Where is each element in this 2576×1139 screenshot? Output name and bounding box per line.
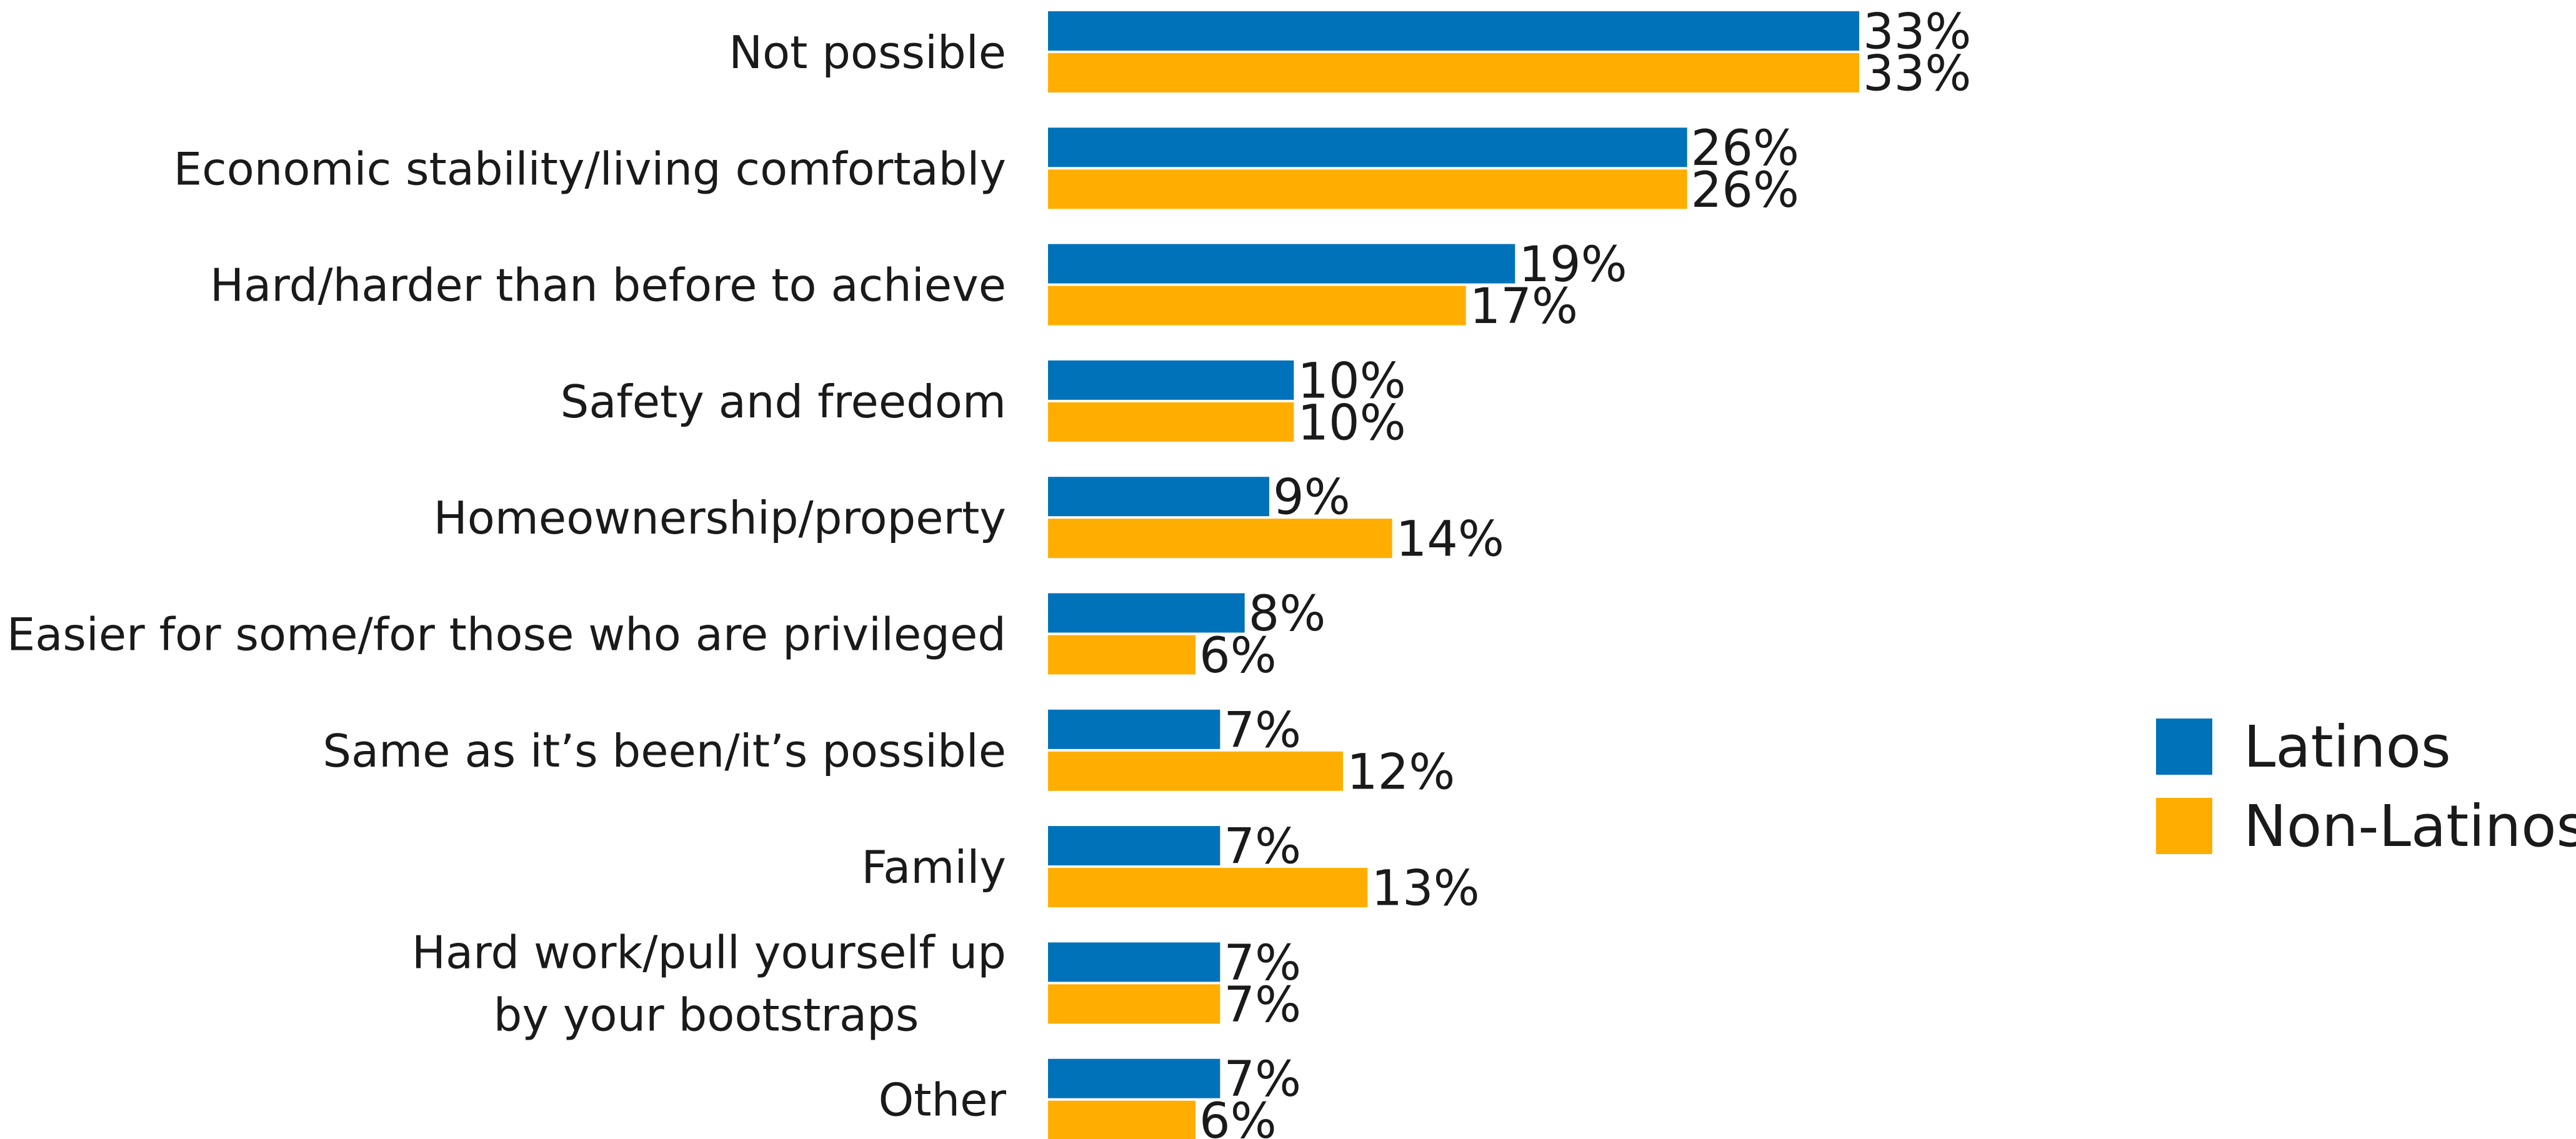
bar-non-latinos bbox=[1048, 402, 1294, 442]
data-label: 26% bbox=[1691, 162, 1799, 219]
data-label: 33% bbox=[1863, 4, 1971, 61]
data-label: 9% bbox=[1273, 470, 1350, 526]
category-label: Economic stability/living comfortably bbox=[174, 142, 1006, 195]
bar-latinos bbox=[1048, 1058, 1221, 1098]
bar-latinos bbox=[1048, 593, 1245, 633]
bar-non-latinos bbox=[1048, 868, 1368, 908]
bar-latinos bbox=[1048, 477, 1269, 517]
data-label: 8% bbox=[1249, 586, 1326, 642]
category-label: Easier for some/for those who are privil… bbox=[7, 609, 1006, 661]
category-label: Safety and freedom bbox=[561, 376, 1006, 428]
data-label: 13% bbox=[1371, 861, 1479, 917]
category-label: Homeownership/property bbox=[434, 492, 1006, 544]
legend: Latinos Non-Latinos bbox=[2156, 714, 2576, 860]
bar-non-latinos bbox=[1048, 635, 1196, 675]
data-label: 14% bbox=[1396, 512, 1504, 568]
data-label: 7% bbox=[1224, 819, 1301, 875]
bar-non-latinos bbox=[1048, 984, 1221, 1024]
category-label: Other bbox=[879, 1074, 1007, 1127]
category-label: by your bootstraps bbox=[494, 988, 919, 1041]
bar-latinos bbox=[1048, 244, 1515, 284]
bar-latinos bbox=[1048, 826, 1221, 866]
category-label: Hard/harder than before to achieve bbox=[210, 259, 1006, 312]
bar-non-latinos bbox=[1048, 286, 1466, 326]
data-label: 26% bbox=[1691, 121, 1799, 177]
bar-latinos bbox=[1048, 709, 1221, 749]
data-label: 6% bbox=[1199, 1093, 1277, 1139]
legend-swatch bbox=[2156, 719, 2212, 775]
category-label: Family bbox=[861, 841, 1006, 893]
bars bbox=[1048, 11, 1859, 1139]
bar-latinos bbox=[1048, 11, 1859, 51]
data-label: 33% bbox=[1863, 46, 1971, 102]
data-label: 7% bbox=[1224, 977, 1301, 1033]
bar-non-latinos bbox=[1048, 519, 1392, 559]
category-label: Not possible bbox=[729, 26, 1006, 79]
category-label: Same as it’s been/it’s possible bbox=[322, 725, 1006, 777]
bar-non-latinos bbox=[1048, 1100, 1196, 1139]
legend-label: Latinos bbox=[2244, 714, 2451, 780]
data-label: 12% bbox=[1347, 744, 1455, 800]
data-label: 19% bbox=[1519, 237, 1627, 293]
data-label: 7% bbox=[1224, 1052, 1301, 1108]
data-label: 7% bbox=[1224, 702, 1301, 759]
bar-latinos bbox=[1048, 360, 1294, 400]
bar-latinos bbox=[1048, 942, 1221, 982]
value-labels: 33%33%26%26%19%17%10%10%9%14%8%6%7%12%7%… bbox=[1199, 4, 1971, 1139]
data-label: 10% bbox=[1297, 353, 1405, 409]
bar-latinos bbox=[1048, 127, 1687, 167]
data-label: 17% bbox=[1470, 279, 1578, 335]
data-label: 10% bbox=[1297, 395, 1405, 451]
bar-non-latinos bbox=[1048, 53, 1859, 92]
bar-non-latinos bbox=[1048, 751, 1343, 791]
legend-label: Non-Latinos bbox=[2244, 793, 2576, 860]
data-label: 7% bbox=[1224, 935, 1301, 992]
bar-non-latinos bbox=[1048, 169, 1687, 209]
category-label: Hard work/pull yourself up bbox=[412, 926, 1006, 978]
legend-swatch bbox=[2156, 798, 2212, 854]
category-labels: Not possible Economic stability/living co… bbox=[7, 26, 1007, 1127]
data-label: 6% bbox=[1199, 628, 1277, 684]
